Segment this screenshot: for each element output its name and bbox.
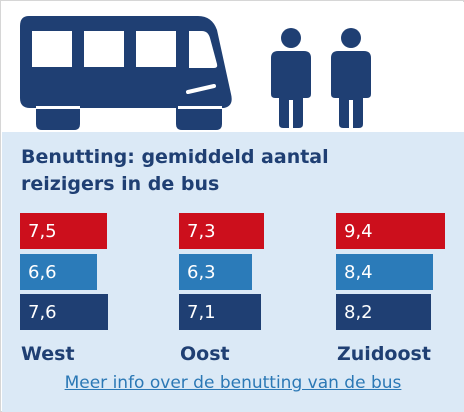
- bar-value-label: 9,4: [344, 221, 373, 242]
- bus-icon: [20, 16, 232, 130]
- bar-value-label: 6,6: [28, 262, 57, 283]
- bar-value-label: 7,5: [28, 221, 57, 242]
- bar-value-label: 6,3: [187, 262, 216, 283]
- bar: [20, 213, 107, 249]
- bar: [336, 213, 445, 249]
- region-label: Oost: [180, 343, 230, 365]
- bar-value-label: 8,4: [344, 262, 373, 283]
- bar: [336, 254, 433, 290]
- bar-chart: 7,5 7,3 9,4 6,6 6,3 8,4 7,6 7,1 8,2 West Oost Zuido…: [20, 213, 445, 365]
- bar: [179, 254, 252, 290]
- region-label: West: [21, 343, 75, 365]
- person-icon: [271, 28, 311, 128]
- more-info-link[interactable]: Meer info over de benutting van de bus: [64, 373, 402, 393]
- hero-illustration-svg: [20, 16, 371, 130]
- bar-value-label: 7,6: [28, 302, 57, 323]
- chart-title: Benutting: gemiddeld aantal reizigers in…: [21, 146, 329, 195]
- bar-value-label: 8,2: [344, 302, 373, 323]
- person-icon: [331, 28, 371, 128]
- bar-value-label: 7,1: [187, 302, 216, 323]
- bar-value-label: 7,3: [187, 221, 216, 242]
- bar: [20, 294, 108, 330]
- region-label: Zuidoost: [337, 343, 431, 365]
- bar: [20, 254, 97, 290]
- bar: [179, 294, 261, 330]
- hero-illustration: [2, 2, 464, 132]
- bar: [336, 294, 431, 330]
- bar: [179, 213, 264, 249]
